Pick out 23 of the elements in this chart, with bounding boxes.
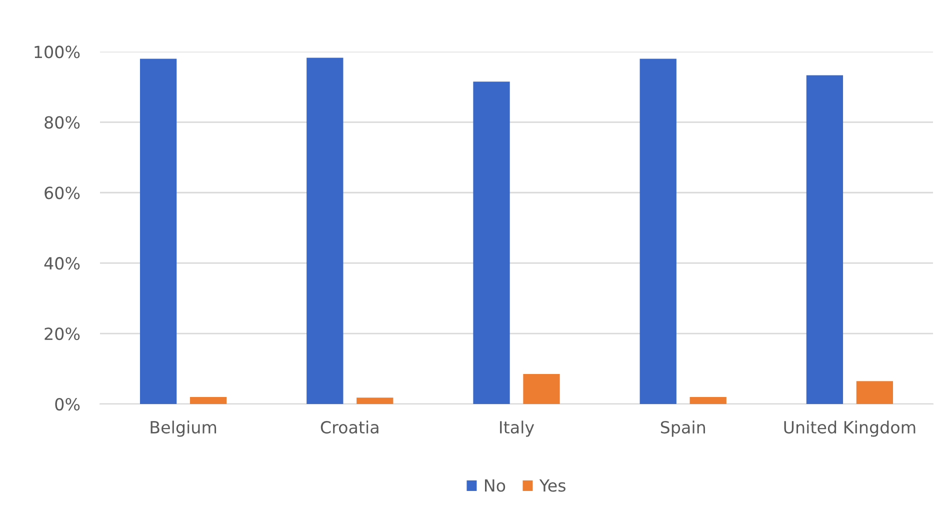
legend-label: No [485, 479, 506, 492]
y-tick-label: 20% [44, 328, 80, 340]
bar [806, 75, 844, 404]
y-tick-label: 0% [55, 398, 80, 411]
x-tick-label: Italy [500, 420, 534, 437]
x-tick-label: Spain [660, 420, 705, 437]
bar [140, 58, 177, 404]
y-tick-label: 80% [44, 116, 80, 129]
x-tick-label: Belgium [150, 420, 216, 437]
bar [640, 58, 676, 404]
x-tick-label: United Kingdom [784, 420, 916, 437]
bar [473, 82, 510, 404]
bar [306, 58, 344, 404]
y-tick-label: 60% [44, 186, 80, 200]
x-tick-label: Croatia [320, 420, 378, 434]
bar [523, 374, 560, 404]
legend-label: Yes [539, 479, 566, 492]
bar [856, 381, 894, 404]
bar [356, 398, 394, 404]
y-tick-label: 100% [34, 46, 80, 58]
bar [190, 396, 227, 404]
bar [690, 396, 726, 404]
y-tick-label: 40% [44, 257, 80, 270]
